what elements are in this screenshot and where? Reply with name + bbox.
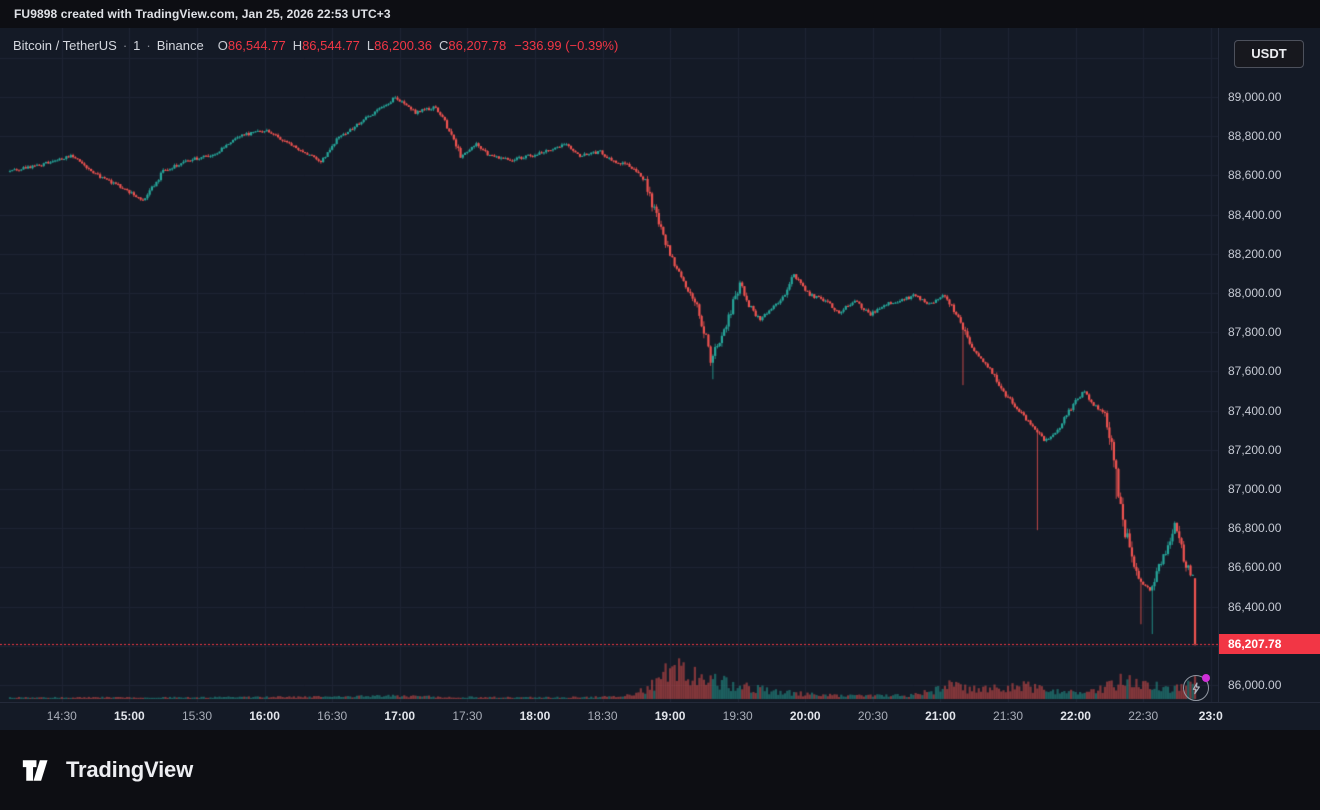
time-axis-label: 21:00: [925, 709, 956, 723]
ohlc-open: O86,544.77: [217, 38, 286, 53]
chart-pane[interactable]: Bitcoin / TetherUS · 1 · Binance O86,544…: [0, 28, 1320, 702]
time-axis-label: 15:30: [181, 709, 212, 723]
time-axis-label: 21:30: [993, 709, 1024, 723]
symbol-name[interactable]: Bitcoin / TetherUS: [13, 38, 117, 53]
currency-button[interactable]: USDT: [1234, 40, 1304, 68]
time-axis-label: 20:00: [789, 709, 821, 723]
price-axis-label: 88,400.00: [1228, 207, 1282, 222]
brand-name: TradingView: [66, 757, 193, 782]
time-axis-label: 19:30: [722, 709, 753, 723]
legend-separator: ·: [146, 38, 151, 53]
price-axis-label: 87,200.00: [1228, 442, 1282, 457]
last-price-badge: 86,207.78: [1219, 634, 1320, 655]
flash-button[interactable]: [1183, 674, 1210, 701]
interval-value[interactable]: 1: [133, 38, 141, 53]
time-axis-label: 19:00: [654, 709, 686, 723]
time-axis-label: 14:30: [46, 709, 77, 723]
price-axis-label: 88,600.00: [1228, 168, 1282, 183]
price-axis[interactable]: 86,207.78 89,000.00 88,800.00 88,600.00 88,…: [1218, 28, 1320, 702]
time-axis-label: 18:00: [519, 709, 551, 723]
lightning-icon: [1192, 682, 1200, 695]
time-axis-label: 17:00: [384, 709, 416, 723]
price-axis-label: 86,600.00: [1228, 560, 1282, 575]
attribution-text: FU9898 created with TradingView.com, Jan…: [14, 7, 391, 21]
time-axis-label: 15:00: [114, 709, 145, 723]
ohlc-close: C86,207.78: [439, 38, 507, 53]
price-change: −336.99 (−0.39%): [514, 38, 619, 53]
ohlc-high: H86,544.77: [292, 38, 360, 53]
time-axis-label: 23:0: [1198, 709, 1223, 723]
time-axis-label: 22:00: [1060, 709, 1091, 723]
price-axis-label: 87,600.00: [1228, 364, 1282, 379]
price-axis-label: 87,000.00: [1228, 482, 1282, 496]
price-axis-label: 87,400.00: [1228, 403, 1282, 418]
attribution-bar: FU9898 created with TradingView.com, Jan…: [0, 0, 1320, 28]
time-axis-label: 16:00: [249, 709, 280, 723]
time-axis-label: 17:30: [452, 709, 483, 723]
price-axis-label: 88,800.00: [1228, 129, 1282, 144]
time-axis[interactable]: 14:30 15:00 15:30 16:00 16:30 17:00 17:30 18:00…: [0, 702, 1320, 730]
time-axis-label: 22:30: [1128, 709, 1159, 723]
price-axis-label: 86,000.00: [1228, 678, 1282, 692]
footer-bar: TradingView: [0, 730, 1320, 810]
time-axis-label: 16:30: [317, 709, 348, 723]
price-axis-label: 86,800.00: [1228, 521, 1282, 536]
notification-dot: [1202, 674, 1210, 682]
time-axis-label: 18:30: [587, 709, 618, 723]
ohlc-low: L86,200.36: [366, 38, 432, 53]
price-axis-label: 88,000.00: [1228, 286, 1282, 300]
tradingview-logo[interactable]: TradingView: [22, 757, 193, 784]
exchange-name[interactable]: Binance: [156, 38, 204, 53]
chart-legend: Bitcoin / TetherUS · 1 · Binance O86,544…: [13, 38, 618, 53]
price-chart-canvas[interactable]: [0, 28, 1218, 702]
tradingview-mark-icon: [22, 759, 48, 781]
price-axis-label: 89,000.00: [1228, 90, 1282, 104]
legend-separator: ·: [122, 38, 128, 53]
price-axis-label: 88,200.00: [1228, 246, 1282, 261]
time-axis-label: 20:30: [857, 709, 888, 723]
price-axis-label: 87,800.00: [1228, 325, 1282, 340]
price-axis-label: 86,400.00: [1228, 599, 1282, 614]
